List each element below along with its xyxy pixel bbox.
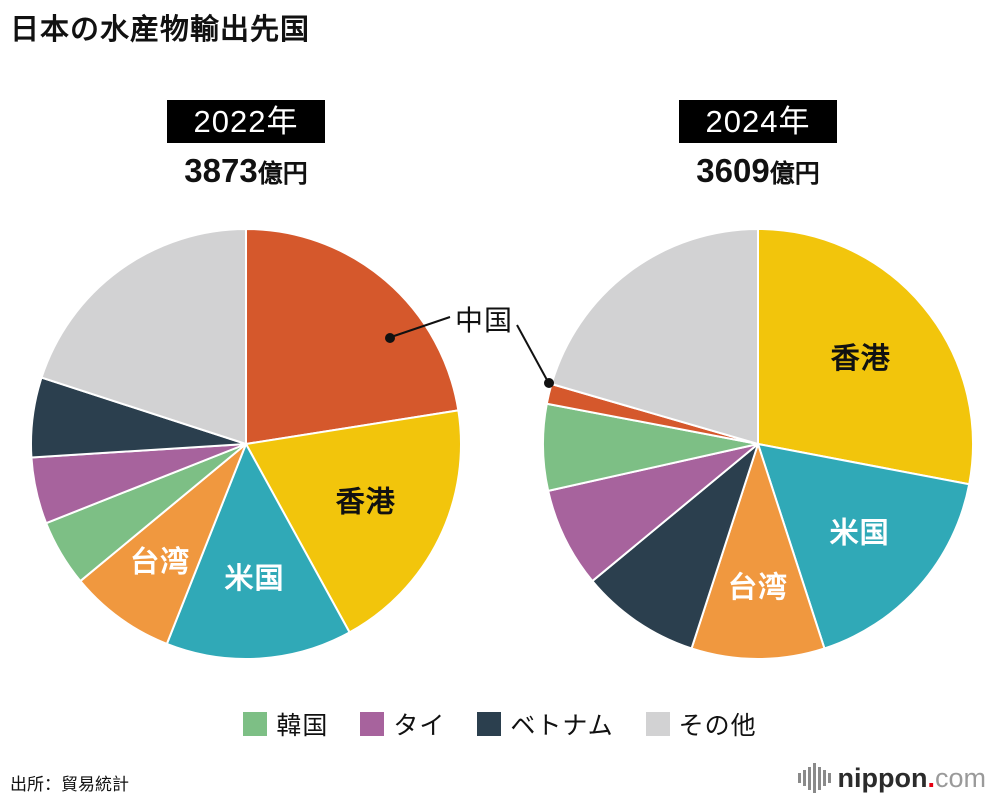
legend-item: その他 — [645, 706, 757, 742]
source-note: 出所：貿易統計 — [10, 775, 129, 794]
total-2022: 3873億円 — [28, 153, 464, 196]
chart-2022: 2022年 3873億円 香港米国 台湾 — [28, 100, 464, 662]
pie-slice-3 — [591, 443, 759, 650]
chart-2024: 2024年 3609億円 香港米国台湾 — [540, 100, 976, 662]
pie-slice-1 — [245, 409, 462, 634]
legend-swatch — [477, 712, 502, 736]
year-badge-2022: 2022年 — [166, 100, 326, 143]
pie-slice-7 — [550, 228, 759, 445]
slice-label: 米国 — [224, 562, 284, 595]
legend-swatch — [360, 712, 385, 736]
slice-label: 台湾 — [130, 544, 190, 578]
legend: 韓国 タイ ベトナム その他 — [0, 706, 1000, 742]
total-number-2024: 3609 — [696, 152, 770, 189]
logo-soundwave-icon — [797, 762, 831, 794]
slice-label: 米国 — [830, 517, 890, 550]
legend-swatch — [243, 712, 268, 736]
year-badge-2024: 2024年 — [678, 100, 838, 143]
legend-item: 韓国 — [243, 706, 328, 742]
pie-2024: 香港米国台湾 — [540, 226, 976, 662]
logo-dot: . — [927, 763, 935, 793]
pie-slice-1 — [757, 443, 971, 650]
total-unit-2024: 億円 — [769, 160, 820, 188]
total-number-2022: 3873 — [184, 152, 258, 189]
pie-slice-2 — [165, 443, 351, 660]
total-2024: 3609億円 — [540, 153, 976, 196]
pie-2022: 香港米国 台湾 — [28, 226, 464, 662]
page-title: 日本の水産物輸出先国 — [10, 14, 311, 46]
total-unit-2022: 億円 — [257, 160, 308, 188]
pie-slice-0 — [245, 228, 460, 445]
legend-item: ベトナム — [477, 706, 613, 742]
nippon-logo: nippon.com — [797, 762, 987, 794]
china-callout-label: 中国 — [455, 305, 514, 336]
slice-label: 香港 — [831, 342, 891, 375]
pie-slice-2 — [690, 443, 826, 661]
pie-slice-7 — [40, 228, 247, 445]
logo-wordmark: nippon.com — [838, 762, 987, 794]
legend-item: タイ — [360, 706, 445, 742]
pie-slice-3 — [79, 443, 247, 645]
pie-slice-4 — [547, 443, 759, 583]
legend-label: 韓国 — [276, 712, 329, 740]
legend-label: ベトナム — [510, 712, 614, 740]
logo-tld: com — [934, 763, 986, 793]
logo-brand: nippon — [837, 763, 928, 793]
slice-label: 台湾 — [728, 570, 788, 604]
legend-label: その他 — [678, 712, 757, 740]
legend-label: タイ — [393, 712, 446, 740]
legend-swatch — [645, 712, 670, 736]
slice-label: 香港 — [336, 486, 396, 519]
pie-slice-0 — [757, 228, 974, 486]
